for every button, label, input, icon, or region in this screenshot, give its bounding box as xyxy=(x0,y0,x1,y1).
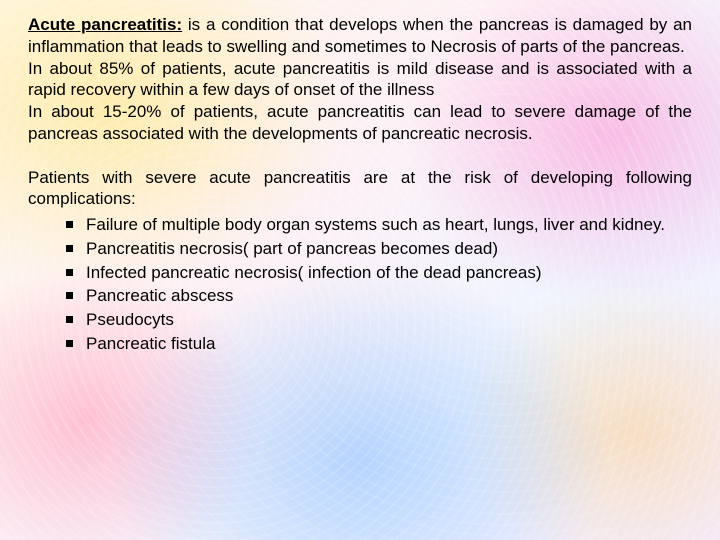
list-item: Pancreatic fistula xyxy=(66,333,692,355)
paragraph-severe-stats: In about 15-20% of patients, acute pancr… xyxy=(28,101,692,145)
heading-acute-pancreatitis: Acute pancreatitis: xyxy=(28,15,182,34)
list-item: Infected pancreatic necrosis( infection … xyxy=(66,262,692,284)
complications-list: Failure of multiple body organ systems s… xyxy=(28,214,692,355)
list-item: Pseudocyts xyxy=(66,309,692,331)
spacer xyxy=(28,145,692,167)
list-item: Failure of multiple body organ systems s… xyxy=(66,214,692,236)
list-item: Pancreatic abscess xyxy=(66,285,692,307)
list-item: Pancreatitis necrosis( part of pancreas … xyxy=(66,238,692,260)
slide-body: Acute pancreatitis: is a condition that … xyxy=(0,0,720,540)
paragraph-definition: Acute pancreatitis: is a condition that … xyxy=(28,14,692,58)
paragraph-mild-stats: In about 85% of patients, acute pancreat… xyxy=(28,58,692,102)
complications-lead: Patients with severe acute pancreatitis … xyxy=(28,167,692,211)
